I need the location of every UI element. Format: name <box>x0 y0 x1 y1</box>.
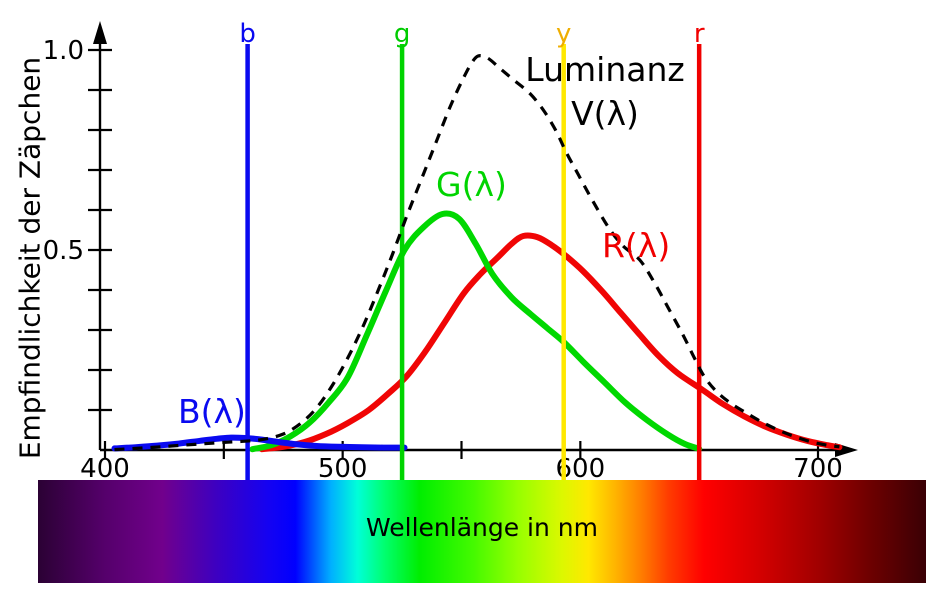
blue-curve-label: B(λ) <box>178 392 246 431</box>
x-tick-label: 500 <box>318 454 368 484</box>
x-tick-label: 700 <box>793 454 843 484</box>
y-tick-label: 0.5 <box>43 236 84 266</box>
marker-label-y: y <box>556 19 571 49</box>
spectrum-bar: Wellenlänge in nm <box>38 480 926 583</box>
y-axis-arrow <box>93 21 107 44</box>
y-axis-title: Empfindlichkeit der Zäpchen <box>13 56 47 460</box>
luminance-curve-label: Luminanz V(λ) <box>505 48 705 136</box>
luminance-label-line2: V(λ) <box>571 94 639 133</box>
y-tick-label: 1.0 <box>43 36 84 66</box>
marker-label-g: g <box>394 19 411 49</box>
marker-label-r: r <box>694 19 705 49</box>
luminance-label-line1: Luminanz <box>525 50 685 89</box>
green-curve-label: G(λ) <box>436 165 507 204</box>
red-curve-label: R(λ) <box>602 226 671 265</box>
curve-luminance <box>114 54 840 452</box>
curve-b <box>111 434 408 452</box>
marker-label-b: b <box>239 19 256 49</box>
wavelength-axis-label: Wellenlänge in nm <box>366 513 598 542</box>
curve-g <box>249 210 703 453</box>
curve-r <box>258 232 843 453</box>
x-tick-label: 400 <box>80 454 130 484</box>
